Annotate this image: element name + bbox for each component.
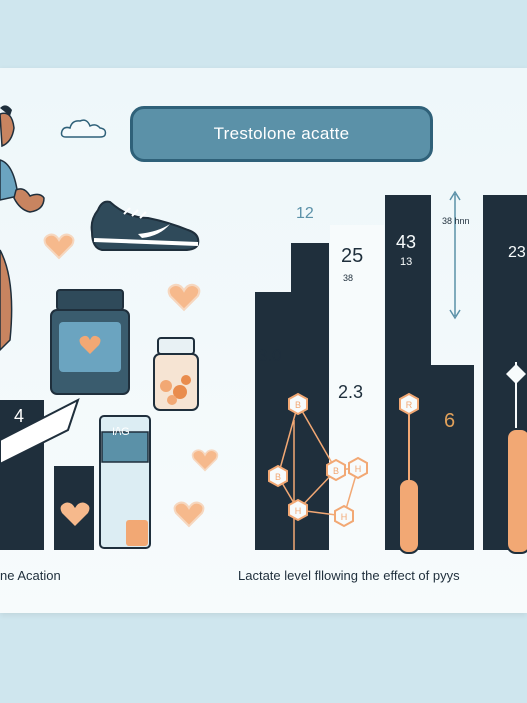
heart-icon	[60, 502, 90, 526]
arrow-note: 38 hnn	[442, 216, 470, 226]
left-bar-label: 4	[14, 406, 25, 426]
bar-label-4-mid: 6	[444, 410, 456, 432]
runner-icon	[0, 105, 45, 352]
chart-bar-4	[430, 365, 474, 550]
bar-label-1: 3.0	[258, 346, 282, 365]
heart-icon	[173, 501, 205, 528]
svg-text:B: B	[275, 472, 281, 482]
right-caption: Lactate level fllowing the effect of pyy…	[238, 568, 460, 583]
axis-top-label: 12	[296, 205, 314, 222]
bar-label-5-top: 23	[508, 244, 526, 261]
bar-label-2-mid: 2.3	[338, 382, 364, 402]
heart-icon	[191, 449, 219, 472]
cloud-icon	[60, 119, 107, 138]
vial-icon	[99, 415, 151, 549]
heart-icon	[167, 283, 201, 312]
label-panel	[330, 225, 384, 550]
molecule-icon: R	[399, 392, 419, 480]
bar-label-3-top: 43	[396, 232, 417, 252]
svg-text:H: H	[341, 512, 348, 522]
page-title: Trestolone acatte	[213, 124, 350, 143]
pill-bottle-icon	[153, 337, 199, 411]
left-caption: ne Acation	[0, 568, 61, 583]
chart-bar-1	[255, 292, 293, 550]
vial-label: I/\G	[112, 426, 130, 438]
orange-rod	[398, 478, 420, 554]
sneaker-icon	[90, 200, 200, 251]
bar-label-3-sub: 13	[400, 256, 413, 268]
stripe-decoration	[0, 397, 80, 466]
title-banner: Trestolone acatte	[130, 106, 433, 162]
bar-label-2-sub: 38	[343, 273, 354, 283]
diamond-marker	[506, 362, 526, 428]
heart-icon	[43, 233, 75, 260]
svg-text:R: R	[406, 400, 413, 410]
jar-icon	[50, 289, 130, 395]
svg-text:H: H	[295, 506, 302, 516]
orange-rod	[506, 428, 527, 554]
svg-text:B: B	[295, 400, 301, 410]
svg-text:B: B	[333, 466, 339, 476]
molecule-icon: B B B H H H	[268, 392, 368, 550]
svg-text:H: H	[355, 464, 362, 474]
double-arrow-icon	[449, 190, 461, 320]
bar-label-2-top: 25	[341, 245, 364, 267]
